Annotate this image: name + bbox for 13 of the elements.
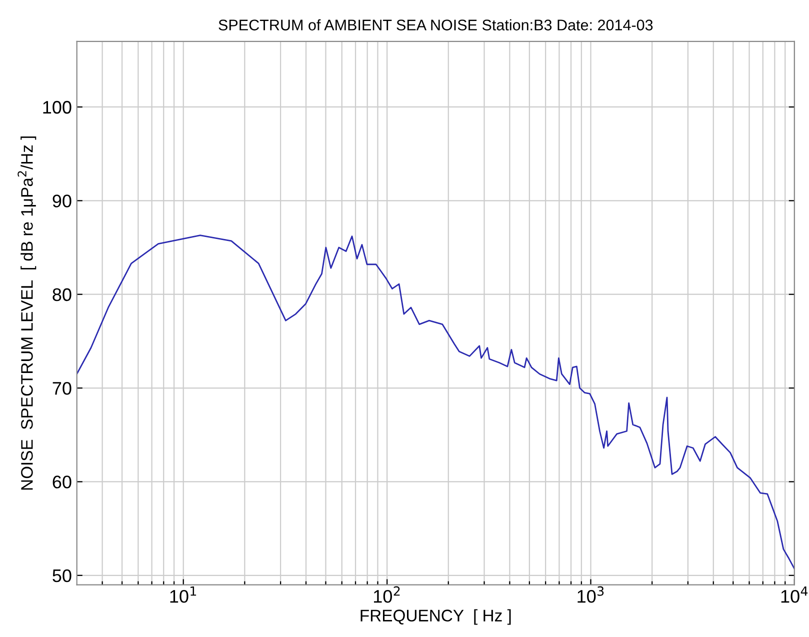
x-axis-title: FREQUENCY [ Hz ]	[360, 609, 511, 625]
x-tick-label: 10$^{1}$	[170, 586, 196, 603]
x-tick-label: 10$^{4}$	[781, 586, 808, 603]
y-tick-label: 80	[52, 288, 72, 302]
y-tick-label: 70	[52, 382, 72, 395]
y-axis-title: NOISE SPECTRUM LEVEL [ dB re 1μPa$^{2}$/Hz ]	[18, 136, 36, 490]
y-tick-label: 90	[52, 194, 72, 208]
x-tick-label: 10$^{2}$	[374, 586, 400, 603]
y-tick-label: 60	[52, 476, 72, 488]
chart-title: SPECTRUM of AMBIENT SEA NOISE Station:B3 Date: 2014-03	[218, 19, 653, 30]
y-tick-label: 50	[52, 569, 72, 582]
y-tick-label: 100	[43, 100, 72, 114]
x-tick-label: 10$^{3}$	[578, 586, 604, 603]
